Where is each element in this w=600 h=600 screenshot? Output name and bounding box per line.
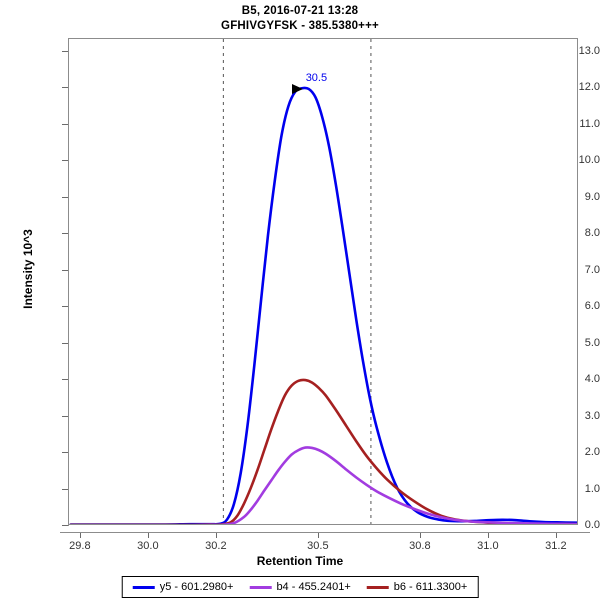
- legend-color-swatch: [366, 585, 389, 589]
- x-tick-label: 29.8: [69, 540, 91, 552]
- y-tick-label: 6.0: [584, 300, 600, 313]
- x-tick-mark: [147, 533, 149, 538]
- y-tick-label: 0.0: [584, 519, 600, 531]
- x-tick-label: 30.8: [409, 540, 431, 552]
- y-tick-label: 4.0: [584, 373, 600, 386]
- y-tick-mark: [62, 379, 68, 381]
- x-tick-mark: [317, 533, 319, 538]
- legend-label: y5 - 601.2980+: [159, 581, 234, 593]
- chart-title-primary: B5, 2016-07-21 13:28: [241, 5, 359, 17]
- plot-svg: [69, 39, 577, 524]
- legend-label: b4 - 455.2401+: [276, 581, 351, 593]
- y-tick-mark: [62, 50, 68, 52]
- y-tick-mark: [62, 488, 68, 490]
- y-tick-label: 12.0: [578, 81, 600, 94]
- y-tick-mark: [62, 415, 68, 417]
- y-tick-label: 8.0: [584, 227, 600, 240]
- legend-label: b6 - 611.3300+: [393, 581, 468, 593]
- x-axis-title: Retention Time: [256, 554, 344, 568]
- x-tick-label: 30.5: [307, 540, 329, 552]
- x-tick-label: 30.2: [205, 540, 227, 552]
- chromatogram-trace: [69, 86, 577, 524]
- chart-title-secondary: GFHIVGYFSK - 385.5380+++: [221, 20, 379, 32]
- y-tick-label: 9.0: [584, 190, 600, 203]
- chart-title-block: B5, 2016-07-21 13:28 GFHIVGYFSK - 385.53…: [0, 4, 600, 34]
- y-tick-mark: [62, 123, 68, 125]
- y-tick-mark: [62, 525, 68, 526]
- chromatogram-trace: [70, 446, 577, 524]
- x-tick-mark: [79, 533, 81, 538]
- y-tick-label: 13.0: [578, 44, 600, 57]
- x-tick-mark: [419, 533, 421, 538]
- y-tick-label: 7.0: [584, 263, 600, 276]
- legend-entry[interactable]: b6 - 611.3300+: [366, 581, 468, 593]
- y-tick-label: 10.0: [578, 154, 600, 167]
- x-axis-line: [60, 532, 590, 533]
- x-tick-label: 30.0: [137, 540, 159, 552]
- y-tick-label: 11.0: [579, 117, 600, 130]
- y-tick-mark: [62, 342, 68, 344]
- legend-color-swatch: [132, 585, 155, 589]
- x-tick-mark: [215, 533, 217, 538]
- y-tick-mark: [62, 87, 68, 89]
- x-tick-label: 31.0: [477, 540, 499, 552]
- y-tick-mark: [62, 233, 68, 235]
- y-tick-label: 5.0: [584, 336, 600, 349]
- x-tick-mark: [487, 533, 489, 538]
- chart-legend: y5 - 601.2980+ b4 - 455.2401+ b6 - 611.330…: [121, 576, 479, 598]
- y-tick-mark: [62, 452, 68, 454]
- y-tick-mark: [62, 306, 68, 308]
- y-tick-label: 2.0: [584, 446, 600, 459]
- legend-color-swatch: [249, 585, 272, 589]
- y-tick-mark: [62, 160, 68, 162]
- y-axis-title: Intensity 10^3: [21, 229, 35, 309]
- x-tick-label: 31.2: [545, 540, 567, 552]
- y-tick-label: 1.0: [584, 482, 600, 495]
- y-tick-label: 3.0: [584, 409, 600, 422]
- y-tick-mark: [62, 196, 68, 198]
- plot-area: [68, 38, 578, 525]
- x-tick-mark: [555, 533, 557, 538]
- legend-entry[interactable]: y5 - 601.2980+: [132, 581, 234, 593]
- legend-entry[interactable]: b4 - 455.2401+: [249, 581, 351, 593]
- y-tick-mark: [62, 269, 68, 271]
